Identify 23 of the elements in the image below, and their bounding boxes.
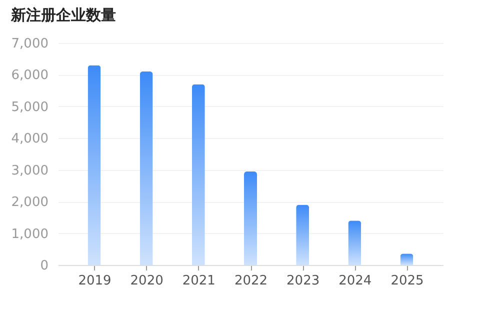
bar (244, 171, 257, 265)
x-tick-label: 2019 (78, 274, 112, 288)
bar (348, 220, 362, 265)
bar (296, 204, 310, 265)
x-tick-label: 2020 (130, 274, 164, 288)
bar (88, 65, 101, 265)
x-tick-label: 2025 (390, 274, 424, 288)
x-tick-label: 2021 (182, 274, 216, 288)
y-tick-label: 1,000 (11, 226, 48, 242)
chart-title: 新注册企业数量 (10, 6, 116, 24)
bar (140, 72, 153, 265)
y-tick-label: 5,000 (11, 100, 48, 115)
x-tick-label: 2023 (286, 274, 320, 288)
y-tick-label: 6,000 (11, 68, 48, 84)
y-tick-label: 4,000 (11, 132, 48, 147)
y-tick-label: 2,000 (11, 195, 48, 210)
x-tick-label: 2022 (234, 274, 268, 288)
y-tick-label: 7,000 (11, 36, 48, 52)
y-tick-label: 0 (40, 258, 48, 274)
y-tick-label: 3,000 (11, 163, 48, 178)
bar (192, 84, 205, 265)
bar (400, 254, 414, 265)
x-tick-label: 2024 (338, 274, 372, 288)
